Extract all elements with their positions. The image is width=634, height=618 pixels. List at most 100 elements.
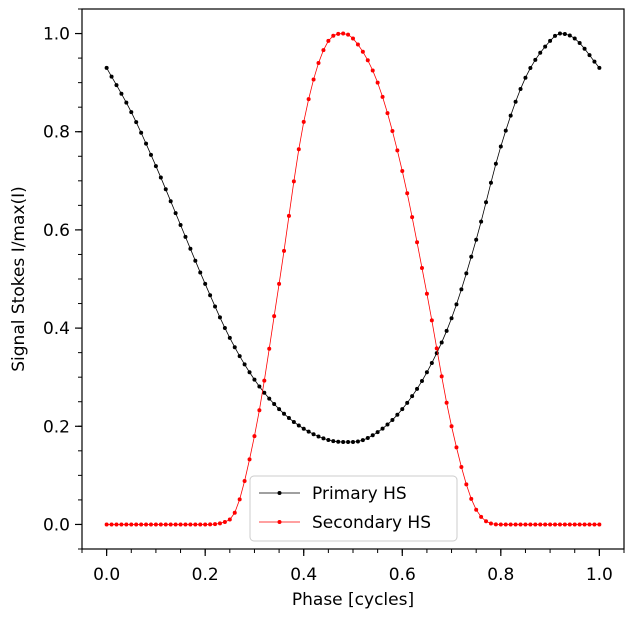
data-point-secondary-hs: [148, 522, 153, 527]
data-point-primary-hs: [459, 287, 464, 292]
data-point-secondary-hs: [523, 522, 528, 527]
data-point-secondary-hs: [109, 522, 114, 527]
data-point-secondary-hs: [203, 522, 208, 527]
data-point-primary-hs: [380, 426, 385, 431]
data-point-primary-hs: [405, 400, 410, 405]
data-point-secondary-hs: [227, 517, 232, 522]
y-tick-label: 0.8: [43, 123, 70, 143]
data-point-primary-hs: [277, 407, 282, 412]
data-point-primary-hs: [213, 304, 218, 309]
data-point-secondary-hs: [365, 58, 370, 63]
data-point-secondary-hs: [331, 33, 336, 38]
data-point-primary-hs: [341, 439, 346, 444]
data-point-secondary-hs: [405, 191, 410, 196]
data-point-primary-hs: [553, 33, 558, 38]
data-point-secondary-hs: [242, 479, 247, 484]
data-point-secondary-hs: [183, 522, 188, 527]
data-point-secondary-hs: [424, 291, 429, 296]
data-point-primary-hs: [355, 439, 360, 444]
data-point-primary-hs: [296, 423, 301, 428]
data-point-secondary-hs: [567, 522, 572, 527]
data-point-primary-hs: [139, 130, 144, 135]
data-point-secondary-hs: [533, 522, 538, 527]
data-point-primary-hs: [464, 271, 469, 276]
data-point-secondary-hs: [173, 522, 178, 527]
data-point-secondary-hs: [326, 38, 331, 43]
data-point-primary-hs: [346, 439, 351, 444]
data-point-primary-hs: [351, 439, 355, 444]
data-point-secondary-hs: [553, 522, 558, 527]
data-point-primary-hs: [439, 340, 444, 345]
data-point-secondary-hs: [538, 522, 543, 527]
data-point-primary-hs: [114, 83, 119, 88]
data-point-primary-hs: [548, 38, 553, 43]
data-point-primary-hs: [365, 435, 370, 440]
data-point-secondary-hs: [518, 522, 523, 527]
data-point-secondary-hs: [434, 346, 439, 351]
data-point-primary-hs: [306, 429, 311, 434]
y-tick-label: 1.0: [43, 25, 70, 45]
data-point-secondary-hs: [222, 519, 227, 524]
x-tick-label: 1.0: [586, 565, 613, 585]
tick-layer: 0.0 0.2 0.4 0.6 0.8 1.0 0.0 0.2 0.4 0.6 0.8 1.0: [43, 8, 625, 585]
data-point-secondary-hs: [415, 240, 420, 245]
data-point-primary-hs: [385, 422, 390, 427]
data-point-secondary-hs: [193, 522, 198, 527]
data-point-primary-hs: [183, 234, 188, 239]
data-point-secondary-hs: [459, 464, 464, 469]
data-point-secondary-hs: [395, 148, 400, 153]
data-point-primary-hs: [503, 128, 508, 133]
data-point-secondary-hs: [321, 48, 326, 53]
data-point-primary-hs: [538, 50, 543, 55]
y-tick-label: 0.2: [43, 417, 70, 437]
data-point-secondary-hs: [291, 179, 296, 184]
data-point-secondary-hs: [444, 400, 449, 405]
data-point-primary-hs: [286, 416, 291, 421]
data-point-primary-hs: [282, 411, 287, 416]
data-point-secondary-hs: [429, 318, 434, 323]
data-point-primary-hs: [567, 33, 572, 38]
data-point-secondary-hs: [548, 522, 553, 527]
data-point-secondary-hs: [257, 408, 262, 413]
data-point-secondary-hs: [503, 522, 508, 527]
data-point-primary-hs: [597, 65, 602, 70]
data-point-secondary-hs: [557, 522, 562, 527]
data-point-primary-hs: [557, 31, 562, 36]
data-point-secondary-hs: [168, 522, 173, 527]
data-point-primary-hs: [301, 426, 306, 431]
data-point-secondary-hs: [528, 522, 533, 527]
data-point-primary-hs: [336, 439, 341, 444]
data-point-primary-hs: [488, 180, 493, 185]
data-point-secondary-hs: [178, 522, 183, 527]
data-point-primary-hs: [321, 436, 326, 441]
data-point-primary-hs: [163, 187, 168, 192]
data-point-secondary-hs: [493, 522, 498, 527]
data-point-secondary-hs: [129, 522, 134, 527]
data-point-secondary-hs: [360, 49, 365, 54]
data-point-primary-hs: [587, 53, 592, 58]
data-point-primary-hs: [523, 75, 528, 80]
data-point-primary-hs: [390, 417, 395, 422]
data-point-secondary-hs: [400, 169, 405, 173]
data-point-secondary-hs: [306, 97, 311, 102]
data-point-primary-hs: [592, 59, 597, 64]
data-point-secondary-hs: [252, 434, 257, 439]
data-point-primary-hs: [326, 438, 331, 443]
y-tick-label: 0.6: [43, 221, 70, 241]
x-tick-label: 0.4: [290, 565, 317, 585]
x-tick-label: 0.6: [389, 565, 416, 585]
data-point-primary-hs: [331, 439, 336, 444]
data-point-primary-hs: [484, 200, 489, 205]
data-point-primary-hs: [124, 100, 129, 105]
y-tick-label: 0.0: [43, 515, 70, 535]
data-point-secondary-hs: [144, 522, 149, 527]
data-point-primary-hs: [513, 99, 518, 104]
data-point-primary-hs: [429, 360, 434, 365]
data-point-secondary-hs: [375, 80, 380, 85]
data-point-primary-hs: [493, 161, 498, 166]
data-point-secondary-hs: [508, 522, 513, 527]
data-point-secondary-hs: [286, 213, 291, 218]
data-point-primary-hs: [518, 87, 523, 92]
data-point-primary-hs: [252, 377, 257, 382]
data-point-primary-hs: [400, 407, 405, 412]
